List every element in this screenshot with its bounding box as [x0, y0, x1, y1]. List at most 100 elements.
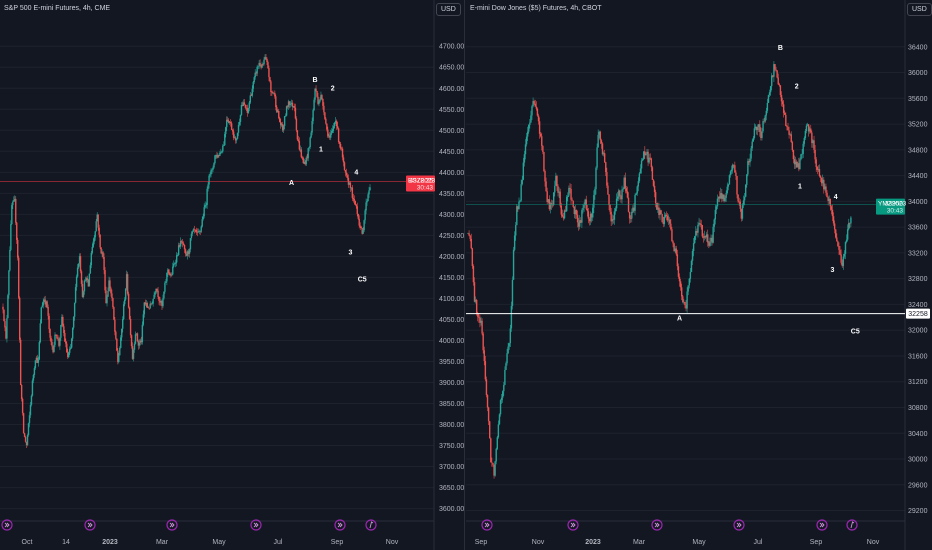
- candle-body: [697, 224, 699, 233]
- candle: [533, 99, 535, 105]
- candle: [290, 99, 293, 107]
- currency-button[interactable]: USD: [436, 3, 461, 16]
- candle: [744, 183, 747, 198]
- candle-body: [837, 241, 839, 247]
- candle-body: [294, 107, 297, 119]
- candle: [724, 195, 726, 203]
- candle: [503, 381, 505, 397]
- candle-body: [608, 194, 610, 206]
- candle: [689, 267, 692, 283]
- candle: [830, 205, 833, 215]
- candle: [60, 324, 62, 341]
- future-event-icon[interactable]: [365, 519, 377, 531]
- candle: [143, 302, 146, 318]
- dow-chart-canvas[interactable]: 3640036000356003520034800344003400033600…: [466, 0, 932, 550]
- candle: [657, 202, 659, 214]
- candle: [118, 352, 120, 364]
- candle-body: [89, 265, 92, 274]
- candle-body: [575, 210, 578, 215]
- candle: [70, 343, 72, 350]
- candle: [747, 158, 749, 177]
- currency-button[interactable]: USD: [907, 3, 932, 16]
- event-icon[interactable]: [1, 519, 13, 531]
- candle-body: [776, 70, 778, 78]
- candle-body: [504, 370, 506, 385]
- y-tick-label: 4550.00: [439, 107, 464, 114]
- candle-body: [826, 192, 828, 198]
- event-icon[interactable]: [84, 519, 96, 531]
- candle: [24, 435, 27, 443]
- candle: [718, 191, 721, 203]
- candle-body: [45, 301, 47, 305]
- candle: [843, 250, 846, 259]
- candle-body: [583, 204, 585, 208]
- candle: [300, 147, 303, 159]
- candle-body: [556, 175, 558, 187]
- candle: [608, 194, 610, 211]
- candle: [168, 269, 170, 276]
- candle: [337, 127, 340, 144]
- candle-body: [267, 62, 269, 69]
- candle-body: [134, 334, 137, 344]
- candle: [575, 209, 578, 219]
- candle: [793, 155, 796, 170]
- event-icon[interactable]: [166, 519, 178, 531]
- candle: [65, 338, 67, 348]
- candle-body: [824, 186, 826, 190]
- candle-body: [25, 441, 28, 446]
- candle: [241, 101, 244, 107]
- candle-body: [111, 293, 113, 299]
- candle-body: [66, 343, 68, 353]
- event-icon[interactable]: [567, 519, 579, 531]
- candle-body: [333, 122, 336, 127]
- candle: [90, 250, 93, 269]
- candle-body: [88, 273, 91, 287]
- event-icon[interactable]: [250, 519, 262, 531]
- sp500-chart-canvas[interactable]: 4700.004650.004600.004550.004500.004450.…: [0, 0, 464, 550]
- candle: [640, 157, 643, 174]
- candle-body: [606, 172, 608, 186]
- candle-body: [6, 318, 8, 339]
- future-event-icon[interactable]: [846, 519, 858, 531]
- candle: [238, 118, 241, 127]
- event-icon[interactable]: [651, 519, 663, 531]
- candle-body: [643, 151, 645, 160]
- candle: [252, 81, 254, 93]
- candle: [88, 273, 91, 287]
- candle-body: [525, 136, 528, 145]
- dow-chart-pane[interactable]: 36400 36000 35600 35200 34800 34400 34000 33600…: [466, 0, 932, 550]
- candle: [710, 234, 712, 246]
- candle-body: [243, 102, 246, 105]
- candle-body: [594, 189, 596, 196]
- candle-body: [188, 249, 191, 254]
- event-icon[interactable]: [733, 519, 745, 531]
- candle: [6, 315, 8, 343]
- candle: [50, 335, 52, 345]
- candle: [249, 92, 251, 105]
- candle: [14, 195, 16, 202]
- candle-body: [92, 241, 94, 247]
- price-tag-bg: [406, 175, 435, 192]
- event-icon-arrows: [169, 522, 175, 528]
- sp500-chart-pane[interactable]: 4700.00 4650.00 4600.00 4550.00 4500.00 4450.…: [0, 0, 465, 550]
- candle: [474, 296, 477, 304]
- candle: [671, 226, 673, 242]
- y-tick-label: 36000: [908, 70, 928, 77]
- candle: [573, 205, 576, 219]
- candle-body: [602, 153, 605, 155]
- event-icon[interactable]: [481, 519, 493, 531]
- candle-body: [576, 214, 579, 223]
- candle: [166, 272, 168, 286]
- event-icon[interactable]: [334, 519, 346, 531]
- y-tick-label: 4350.00: [439, 191, 464, 198]
- candle-body: [779, 85, 782, 95]
- candle-body: [483, 350, 485, 362]
- candle-body: [260, 65, 262, 68]
- candle-body: [198, 231, 200, 232]
- candle: [289, 101, 292, 108]
- candle-body: [644, 151, 646, 156]
- event-icon[interactable]: [816, 519, 828, 531]
- candle-body: [768, 92, 771, 96]
